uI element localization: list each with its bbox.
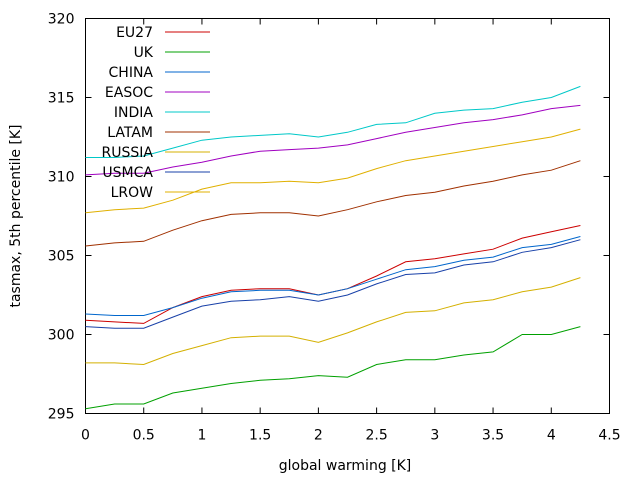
y-tick-label: 305 [48,249,75,265]
legend-label-usmca: USMCA [102,165,153,181]
series-line-lrow [85,128,581,214]
legend-label-eu27: EU27 [116,25,153,41]
y-axis-label: tasmax, 5th percentile [K] [8,124,24,307]
series-line-uk [85,326,581,410]
x-tick-label: 0.5 [133,428,155,444]
x-tick-label: 4.5 [598,428,620,444]
x-axis-label: global warming [K] [279,458,412,474]
series-line-usmca [85,239,581,329]
series-line-china [85,236,581,316]
legend-label-latam: LATAM [107,125,153,141]
axis-ticks: 0 0.5 1 1.5 2 2.5 3 3.5 4 4.5 295 300 305 310 315 320 [48,12,621,444]
x-tick-label: 0 [81,428,90,444]
y-tick-label: 320 [48,12,75,28]
x-tick-label: 3 [430,428,439,444]
legend-label-uk: UK [134,45,154,61]
legend-label-india: INDIA [114,105,154,121]
series-line-latam [85,160,581,247]
x-tick-label: 1.5 [249,428,271,444]
legend-label-russia: RUSSIA [102,145,154,161]
y-tick-label: 300 [48,328,75,344]
plot-frame [85,18,610,414]
legend-label-china: CHINA [109,65,154,81]
x-tick-label: 1 [197,428,206,444]
series-line-russia [85,277,581,366]
y-tick-label: 315 [48,91,75,107]
y-tick-label: 295 [48,407,75,423]
x-tick-label: 2 [314,428,323,444]
x-tick-label: 3.5 [482,428,504,444]
legend-label-lrow: LROW [111,185,154,201]
legend: EU27 UK CHINA EASOC INDIA LATAM RUSSIA USMCA LRO… [102,25,210,201]
x-tick-label: 4 [547,428,556,444]
series-line-india [85,85,581,158]
x-tick-label: 2.5 [365,428,387,444]
series-line-eu27 [85,225,581,324]
y-tick-label: 310 [48,170,75,186]
series-lines [85,85,581,410]
series-line-easoc [85,104,581,176]
legend-label-easoc: EASOC [105,85,153,101]
